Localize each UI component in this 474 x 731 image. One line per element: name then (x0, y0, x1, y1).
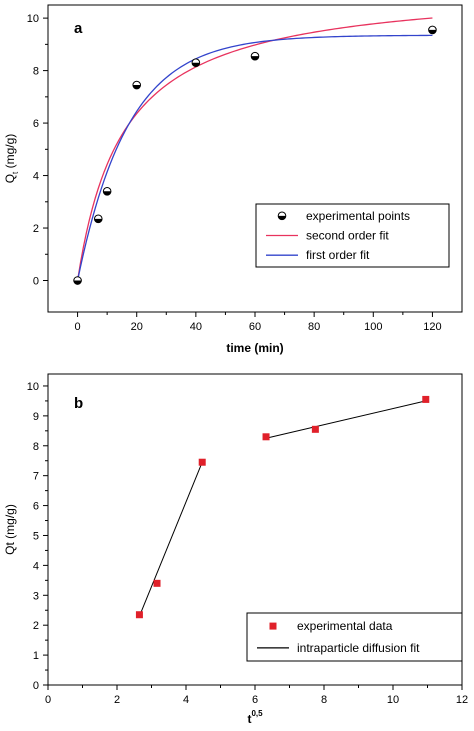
x-tick-label: 40 (190, 321, 202, 333)
legend-marker (277, 211, 287, 221)
x-tick-label: 80 (308, 321, 320, 333)
y-tick-label: 7 (33, 471, 39, 483)
data-point (93, 214, 103, 224)
legend-label: first order fit (306, 248, 370, 262)
data-point (422, 395, 430, 403)
legend-box (246, 612, 463, 662)
legend: experimental data intraparticle diffusion… (246, 612, 463, 662)
data-point (250, 51, 260, 61)
marker-fill (192, 62, 200, 67)
y-axis-label-text: Qt (mg/g) (3, 504, 17, 555)
data-point (198, 458, 206, 466)
y-tick-label: 3 (33, 590, 39, 602)
panel-letter: b (74, 395, 83, 412)
y-tick-label: 4 (33, 171, 39, 183)
series-line-second-order-fit (76, 17, 433, 281)
y-tick-label: 0 (33, 276, 39, 288)
x-tick-label: 0 (45, 694, 51, 706)
y-axis-label: Qt (mg/g) (3, 504, 17, 555)
marker-fill (103, 191, 111, 196)
y-axis-label-unit: (mg/g) (3, 134, 17, 172)
data-point (428, 25, 437, 35)
legend-label: experimental data (297, 619, 393, 633)
y-tick-label: 8 (33, 441, 39, 453)
y-tick-label: 10 (27, 381, 39, 393)
fit-segment (138, 462, 203, 617)
x-axis-label-text: time (min) (226, 341, 283, 355)
y-tick-label: 10 (27, 13, 39, 25)
marker-fill (251, 56, 259, 60)
x-axis-label-superscript: 0,5 (251, 709, 263, 718)
y-tick-label: 4 (33, 560, 39, 572)
panel-letter: a (74, 20, 83, 37)
legend-label: intraparticle diffusion fit (297, 641, 420, 655)
series-line-first-order-fit (76, 34, 433, 281)
data-point (191, 58, 201, 68)
marker-fill (278, 215, 286, 220)
y-tick-label: 8 (33, 66, 39, 78)
x-tick-label: 6 (252, 694, 258, 706)
marker-fill (73, 280, 82, 285)
x-tick-label: 0 (75, 321, 81, 333)
y-tick-label: 6 (33, 501, 39, 513)
marker-fill (132, 85, 141, 89)
y-axis-label-text: Q (3, 174, 17, 183)
y-tick-label: 5 (33, 530, 39, 542)
x-tick-label: 20 (131, 321, 143, 333)
y-axis-label: Qt (mg/g) (3, 134, 20, 184)
legend-marker (269, 622, 277, 630)
y-tick-label: 0 (33, 680, 39, 692)
marker-fill (428, 29, 437, 34)
y-tick-label: 6 (33, 118, 39, 130)
x-tick-label: 10 (387, 694, 399, 706)
data-point (262, 433, 270, 441)
x-axis-label-text: t (247, 712, 251, 726)
x-axis-label: t0,5 (247, 709, 263, 726)
legend-label: second order fit (306, 229, 389, 243)
y-axis-label-subscript: t (11, 171, 20, 174)
data-point (135, 611, 143, 619)
x-tick-label: 4 (183, 694, 189, 706)
data-point (73, 276, 82, 285)
data-point (311, 425, 319, 433)
y-tick-label: 1 (33, 650, 39, 662)
data-point (132, 80, 142, 90)
x-tick-label: 120 (423, 321, 441, 333)
x-axis-label: time (min) (226, 341, 283, 355)
marker-fill (94, 218, 103, 223)
legend-label: experimental points (306, 209, 410, 223)
chart-panel-a: 0 20 40 60 80 100 120 0 2 4 6 8 10 time (min) Qt (mg/g… (3, 4, 463, 355)
fit-segment (265, 400, 426, 439)
y-tick-label: 9 (33, 411, 39, 423)
x-tick-label: 60 (249, 321, 261, 333)
x-tick-label: 100 (364, 321, 382, 333)
data-point (153, 579, 161, 587)
x-tick-label: 2 (114, 694, 120, 706)
data-point (102, 186, 112, 196)
y-tick-label: 2 (33, 620, 39, 632)
x-tick-label: 12 (456, 694, 468, 706)
y-tick-label: 2 (33, 223, 39, 235)
x-tick-label: 8 (321, 694, 327, 706)
legend: experimental points second order fit first… (255, 203, 450, 268)
